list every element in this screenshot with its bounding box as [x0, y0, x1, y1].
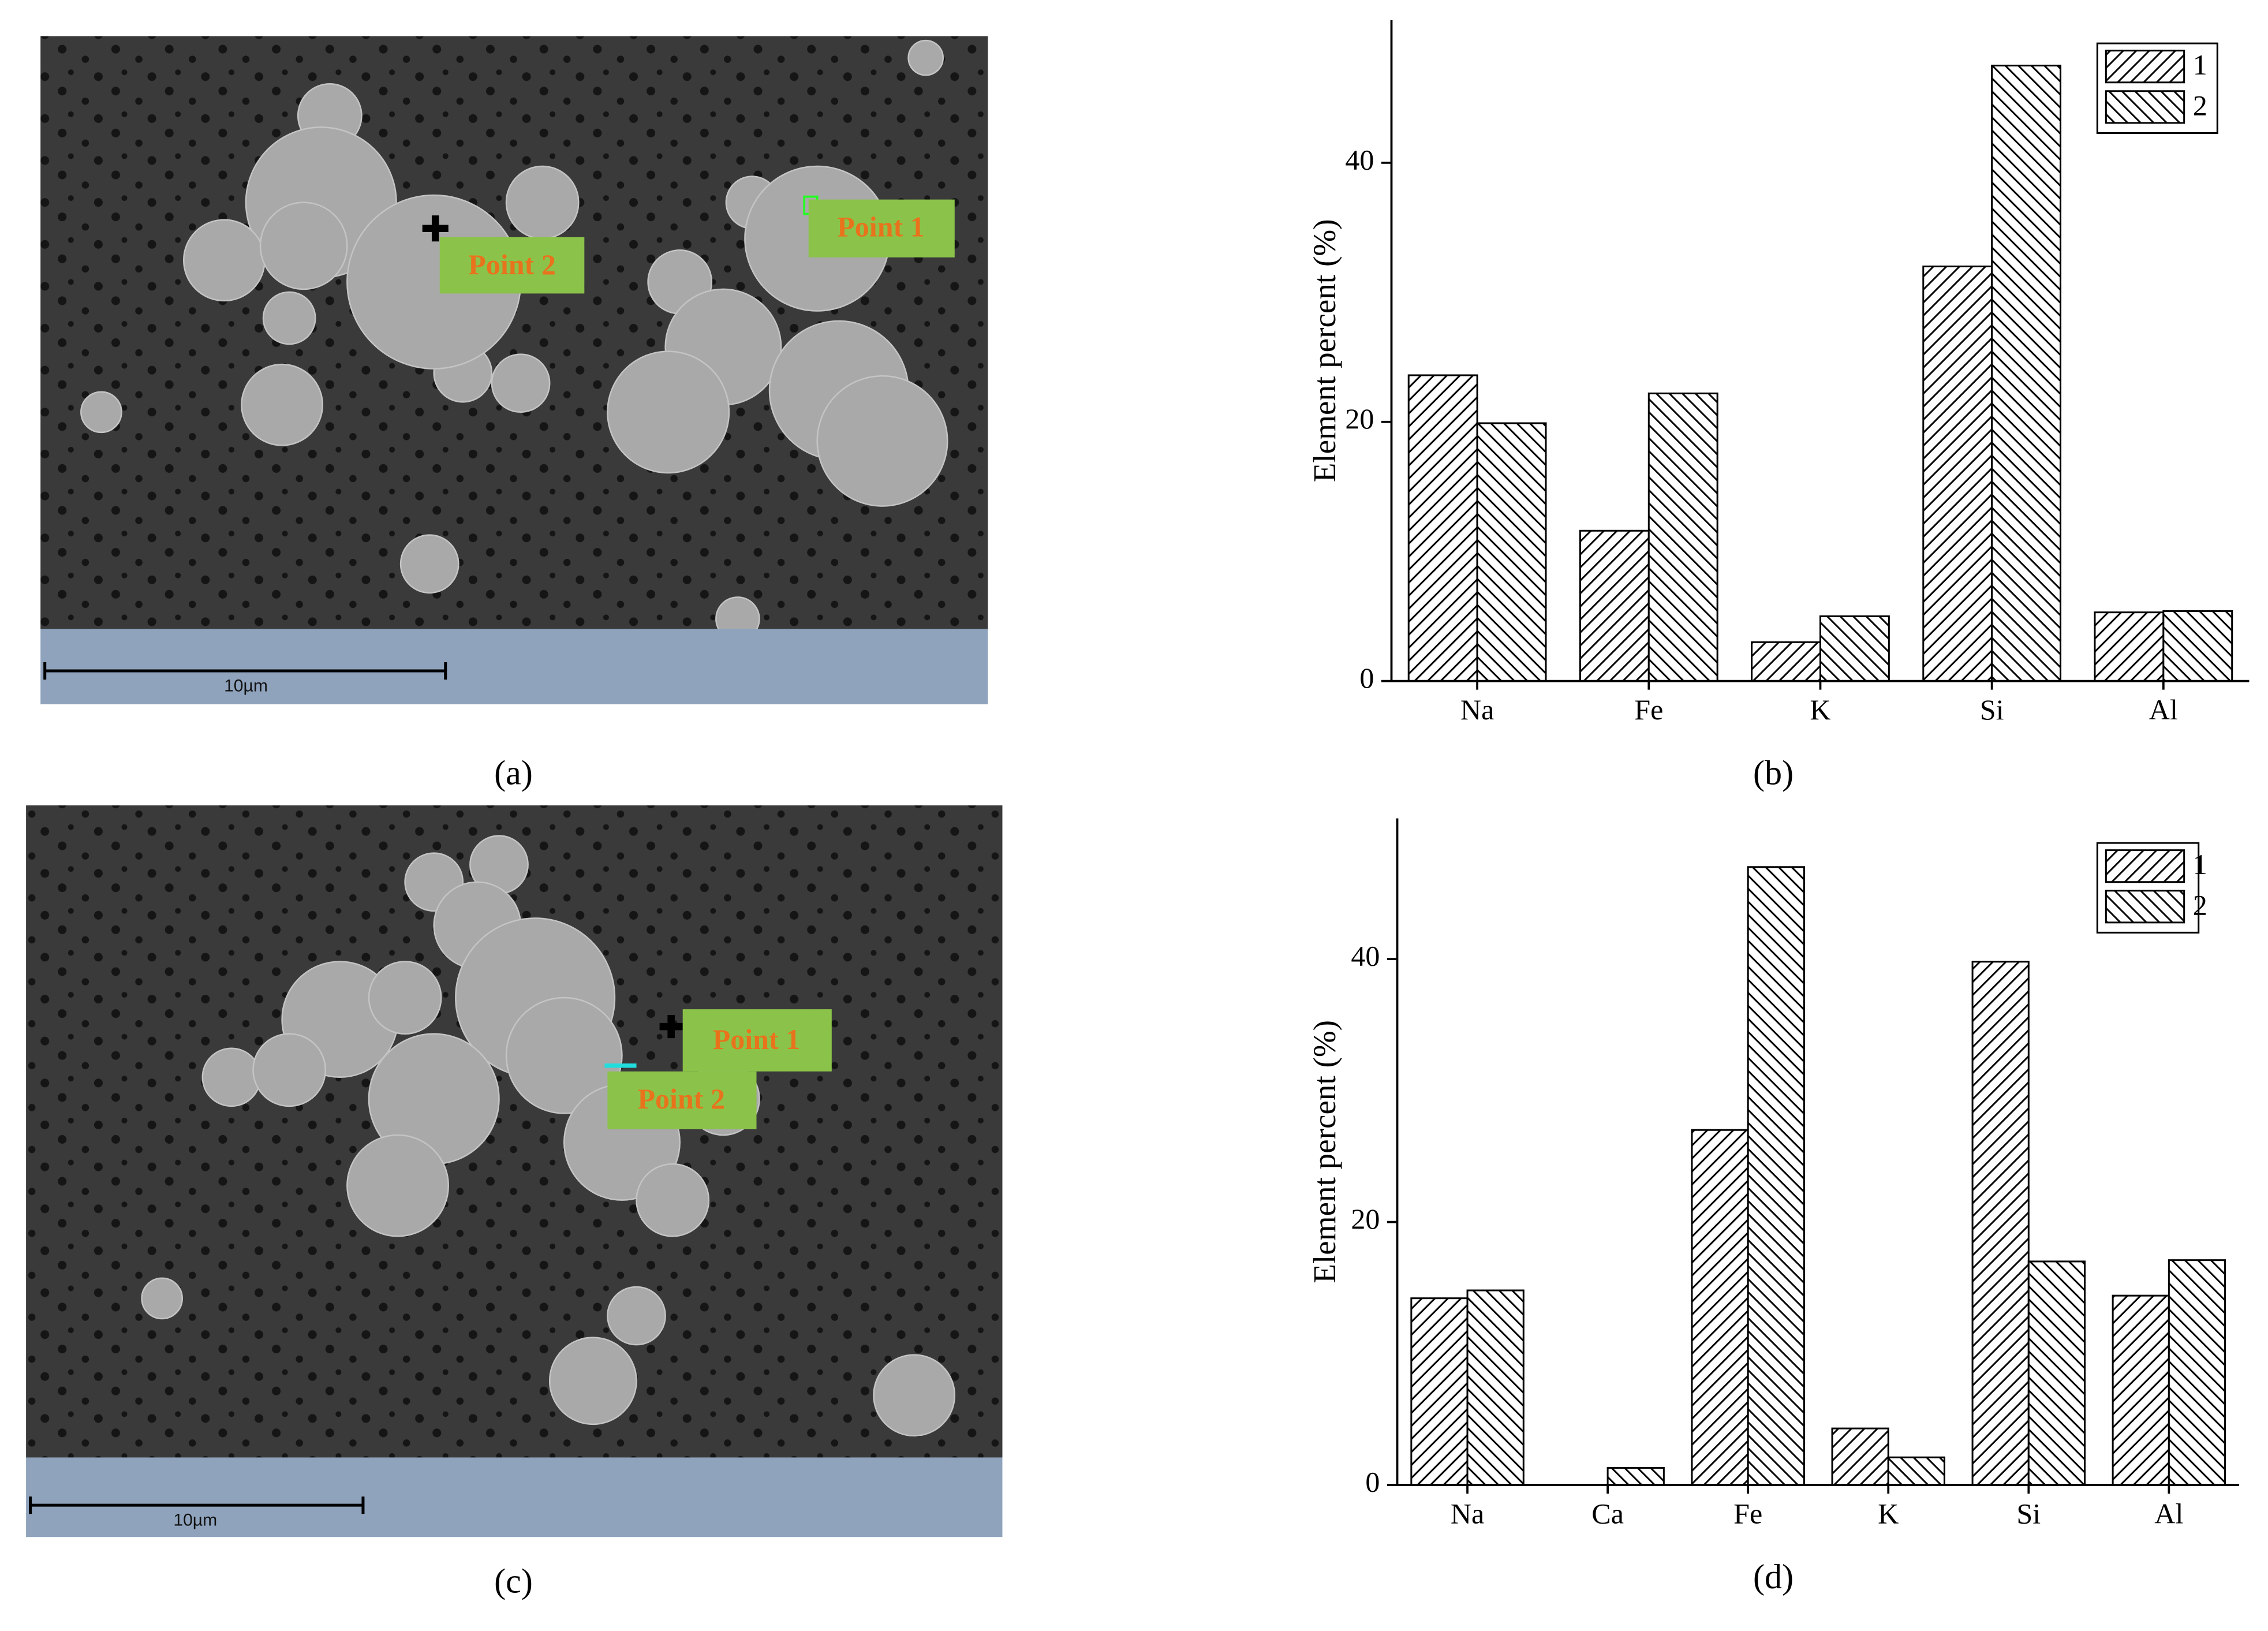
y-axis-label: Element percent (%) [1307, 219, 1342, 482]
x-tick-label: Ca [1591, 1498, 1624, 1530]
panel-label: (b) [1753, 754, 1794, 793]
axes [1390, 20, 2250, 682]
y-tick-label: 0 [1359, 662, 1374, 694]
panel-label: (c) [494, 1562, 533, 1601]
sem-image-a: 10µm Point 1 Point 2 (a) [40, 36, 988, 793]
x-tick-label: Al [2154, 1498, 2183, 1530]
sem-image-c: 10µm Point 1 Point 2 (c) [26, 805, 1003, 1601]
bar [1971, 961, 2030, 1486]
point-box [439, 237, 585, 294]
x-tick-label: Fe [1733, 1498, 1762, 1530]
legend-swatch [2105, 90, 2185, 124]
y-tick-label: 20 [1351, 1203, 1380, 1235]
y-tick-label: 40 [1345, 143, 1374, 176]
point-box [607, 1071, 757, 1129]
bar [1831, 1427, 1889, 1486]
x-tick-label: Na [1460, 693, 1494, 726]
bar [2112, 1294, 2170, 1486]
bar [1922, 265, 1993, 682]
bar [1410, 1297, 1469, 1486]
bar [1407, 374, 1478, 682]
legend: 12 [2096, 42, 2218, 134]
bar [1991, 65, 2062, 682]
bar [1751, 641, 1821, 682]
x-tick-label: Na [1451, 1498, 1484, 1530]
bar [1747, 866, 1805, 1486]
point-label: Point 1 [713, 1023, 801, 1055]
point-label: Point 2 [637, 1083, 725, 1115]
scale-bar-label: 10µm [173, 1511, 217, 1530]
x-tick-label: K [1810, 693, 1830, 726]
bar [2027, 1260, 2086, 1486]
bar [1476, 422, 1547, 682]
bar [1819, 615, 1890, 682]
scale-bar [43, 662, 447, 680]
y-tick-label: 20 [1345, 402, 1374, 435]
bar [2094, 611, 2165, 682]
x-tick-label: K [1878, 1498, 1899, 1530]
x-tick-label: Si [1980, 693, 2004, 726]
bar [1579, 529, 1650, 682]
particles [80, 39, 948, 641]
crosshair [659, 1015, 683, 1039]
legend-label: 1 [2193, 48, 2207, 81]
legend-swatch [2105, 890, 2185, 924]
bar [1691, 1129, 1749, 1486]
scale-bar [29, 1496, 365, 1514]
legend-label: 1 [2193, 848, 2207, 880]
bar [2162, 610, 2233, 682]
info-bar [40, 629, 988, 704]
scale-bar-label: 10µm [224, 677, 268, 696]
axes [1396, 818, 2239, 1486]
bar [2168, 1259, 2226, 1486]
legend-label: 2 [2193, 889, 2207, 921]
point-box [682, 1009, 832, 1072]
y-tick-label: 40 [1351, 940, 1380, 972]
y-axis-label: Element percent (%) [1307, 1020, 1342, 1283]
bar [1606, 1466, 1665, 1486]
y-tick-label: 0 [1365, 1466, 1380, 1498]
legend: 12 [2096, 842, 2207, 934]
x-tick-label: Si [2016, 1498, 2041, 1530]
particles [141, 835, 956, 1437]
crosshair [422, 215, 449, 242]
point-box [808, 199, 955, 257]
bar [1887, 1456, 1945, 1486]
legend-swatch [2105, 50, 2185, 84]
info-bar [26, 1457, 1003, 1537]
x-tick-label: Fe [1634, 693, 1663, 726]
bar [1466, 1289, 1525, 1486]
panel-label: (a) [494, 754, 533, 793]
point-label: Point 1 [837, 211, 925, 243]
point-label: Point 2 [468, 248, 556, 281]
panel-label: (d) [1753, 1558, 1794, 1596]
legend-label: 2 [2193, 89, 2207, 121]
x-tick-label: Al [2149, 693, 2178, 726]
legend-swatch [2105, 849, 2185, 883]
bar [1647, 392, 1718, 682]
